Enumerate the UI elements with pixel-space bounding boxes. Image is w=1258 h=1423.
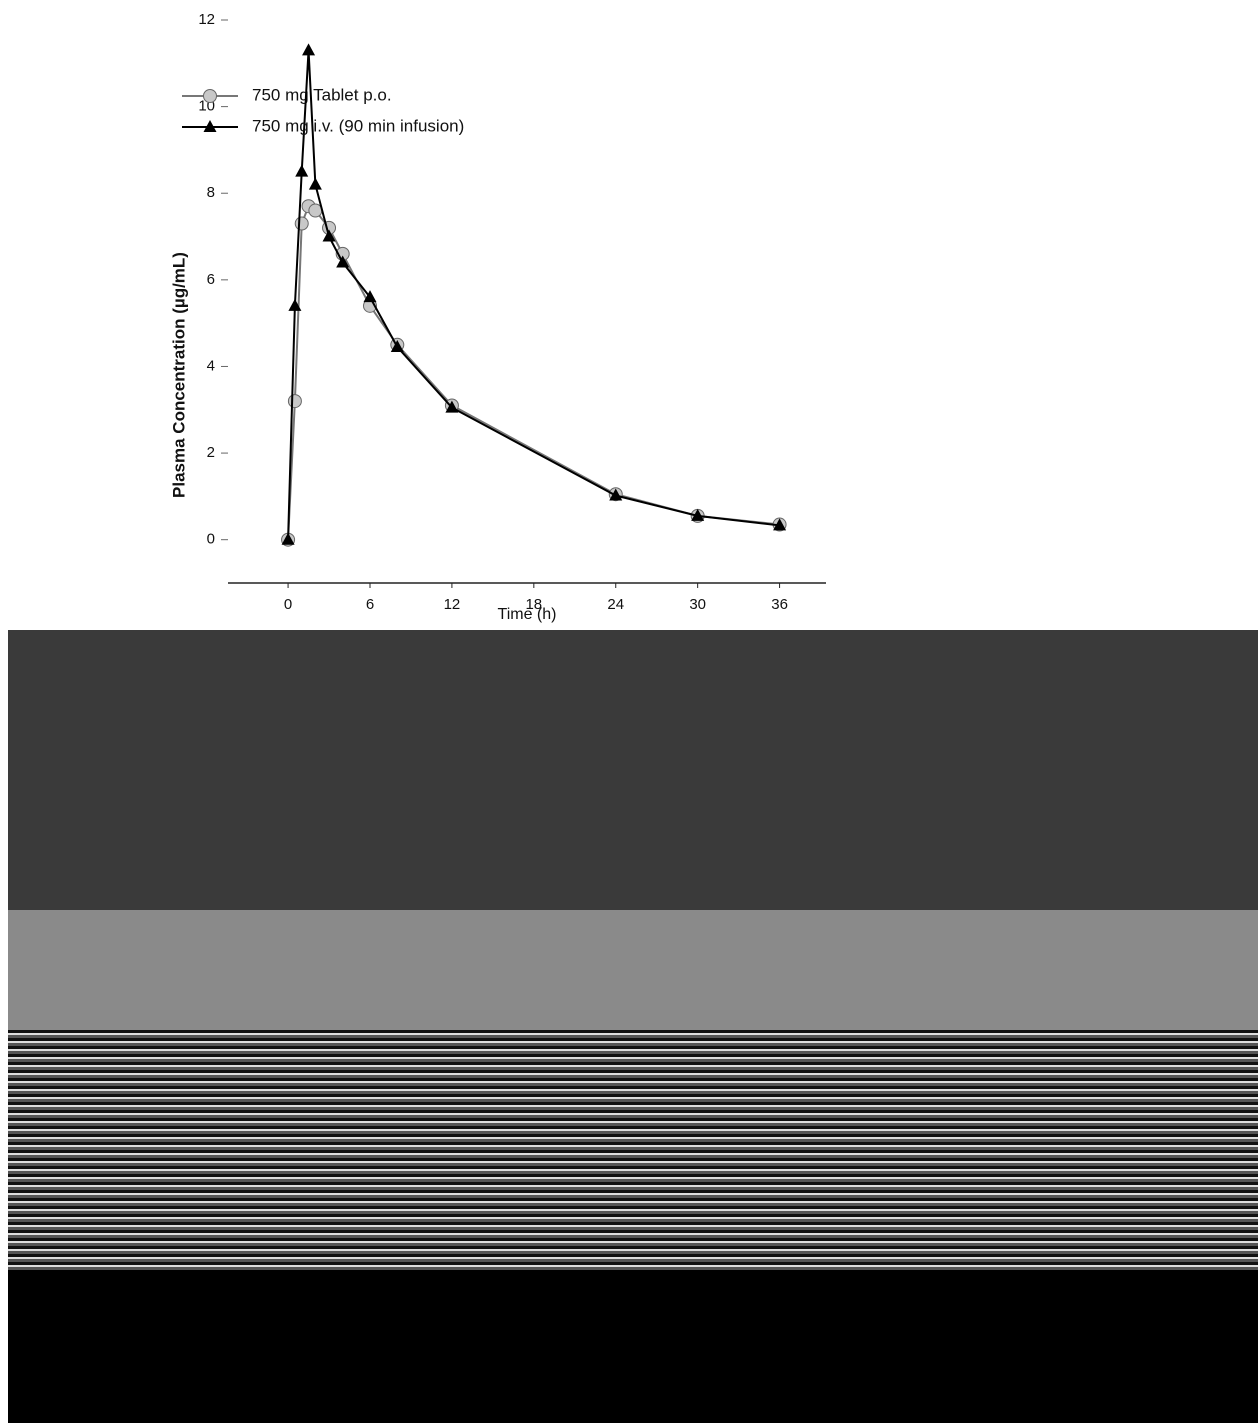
black-band <box>8 1270 1258 1423</box>
y-tick-label: 2 <box>207 444 215 461</box>
point <box>390 339 404 352</box>
point <box>445 400 459 413</box>
point <box>363 290 377 303</box>
x-tick-label: 30 <box>689 596 706 613</box>
x-tick-label: 0 <box>284 596 292 613</box>
x-tick-label: 24 <box>607 596 624 613</box>
dark-band <box>8 630 1258 910</box>
x-tick-label: 6 <box>366 596 374 613</box>
y-tick-label: 4 <box>207 357 215 374</box>
point <box>322 229 336 242</box>
point <box>308 203 323 218</box>
x-tick-label: 18 <box>525 596 542 613</box>
point <box>308 177 322 190</box>
point <box>336 255 350 268</box>
point <box>691 508 705 521</box>
x-tick-label: 36 <box>771 596 788 613</box>
point <box>773 518 787 531</box>
y-tick-label: 0 <box>207 531 215 548</box>
point <box>281 532 295 545</box>
legend-marker <box>203 120 217 132</box>
series-line <box>287 204 780 540</box>
y-axis-label: Plasma Concentration (µg/mL) <box>169 252 188 498</box>
y-tick-label: 6 <box>207 271 215 288</box>
point <box>302 43 316 56</box>
chart: Plasma Concentration (µg/mL) Time (h) 0 6… <box>169 11 826 623</box>
point <box>609 488 623 501</box>
x-axis-label: Time (h) <box>498 606 557 623</box>
y-tick-label: 12 <box>198 11 215 28</box>
legend-label: 750 mg i.v. (90 min infusion) <box>252 116 464 135</box>
point <box>295 164 309 177</box>
point <box>287 394 302 409</box>
legend-marker <box>203 89 217 103</box>
x-tick-label: 12 <box>444 596 461 613</box>
striped-band <box>8 1030 1258 1270</box>
grey-band <box>8 910 1258 1030</box>
point <box>288 298 302 311</box>
y-tick-label: 8 <box>207 184 215 201</box>
point <box>294 216 309 231</box>
legend-label: 750 mg Tablet p.o. <box>252 85 392 104</box>
